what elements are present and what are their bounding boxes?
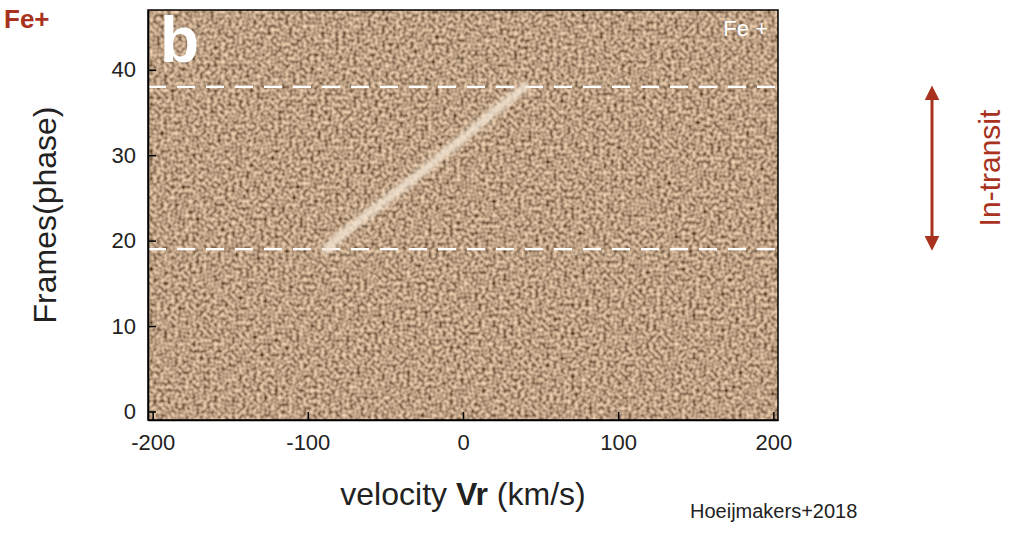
panel-letter: b: [160, 4, 199, 76]
tick-label: 0: [124, 399, 136, 424]
x-axis-title-part: Vr: [456, 476, 488, 512]
plot-frame: [148, 10, 778, 420]
tick-label: 30: [112, 143, 136, 168]
tick-label: 40: [112, 57, 136, 82]
x-axis-title-part: velocity: [340, 476, 456, 512]
tick-label: -200: [131, 430, 175, 455]
title: Fe+: [4, 4, 50, 34]
tick: 20: [112, 228, 156, 253]
tick: 0: [457, 412, 469, 455]
tick: -100: [286, 412, 330, 455]
signal-trail: [326, 87, 525, 249]
tick-mark: [148, 70, 156, 72]
transit-line: [148, 248, 778, 250]
plot-area: [148, 87, 778, 249]
tick: 30: [112, 143, 156, 168]
tick-mark: [148, 411, 156, 413]
tick-label: 0: [457, 430, 469, 455]
tick: 0: [124, 399, 156, 424]
tick-mark: [463, 412, 465, 420]
tick-mark: [148, 155, 156, 157]
tick-label: 10: [112, 314, 136, 339]
tick-mark: [148, 326, 156, 328]
tick: 200: [755, 412, 792, 455]
tick: 40: [112, 57, 156, 82]
legend-label: Fe +: [723, 16, 768, 41]
tick: 100: [600, 412, 637, 455]
tick-mark: [152, 412, 154, 420]
tick-mark: [773, 412, 775, 420]
x-axis: -200 -100 0 100 200: [131, 412, 792, 455]
tick-mark: [618, 412, 620, 420]
x-axis-title-part: (km/s): [488, 476, 586, 512]
tick-label: 200: [755, 430, 792, 455]
y-axis: 0 10 20 30 40: [112, 11, 156, 424]
tick: 10: [112, 314, 156, 339]
tick: -200: [131, 412, 175, 455]
axis-line: [148, 11, 150, 421]
tick-mark: [148, 240, 156, 242]
tick-label: -100: [286, 430, 330, 455]
annotation: In-transit: [973, 109, 1006, 226]
source-credit: Hoeijmakers+2018: [690, 500, 857, 522]
tick-label: 20: [112, 228, 136, 253]
x-axis-title: velocity Vr (km/s): [340, 476, 585, 512]
tick-label: 100: [600, 430, 637, 455]
transit-arrow: [931, 93, 934, 243]
transit-line: [148, 86, 778, 88]
chart: -200 -100 0 100 200 0 10 20 30 40 Fe+ b Fe + Frames(p…: [0, 0, 1033, 539]
plot-background: [148, 10, 778, 420]
tick-mark: [308, 412, 310, 420]
y-axis-title: Frames(phase): [27, 107, 63, 324]
